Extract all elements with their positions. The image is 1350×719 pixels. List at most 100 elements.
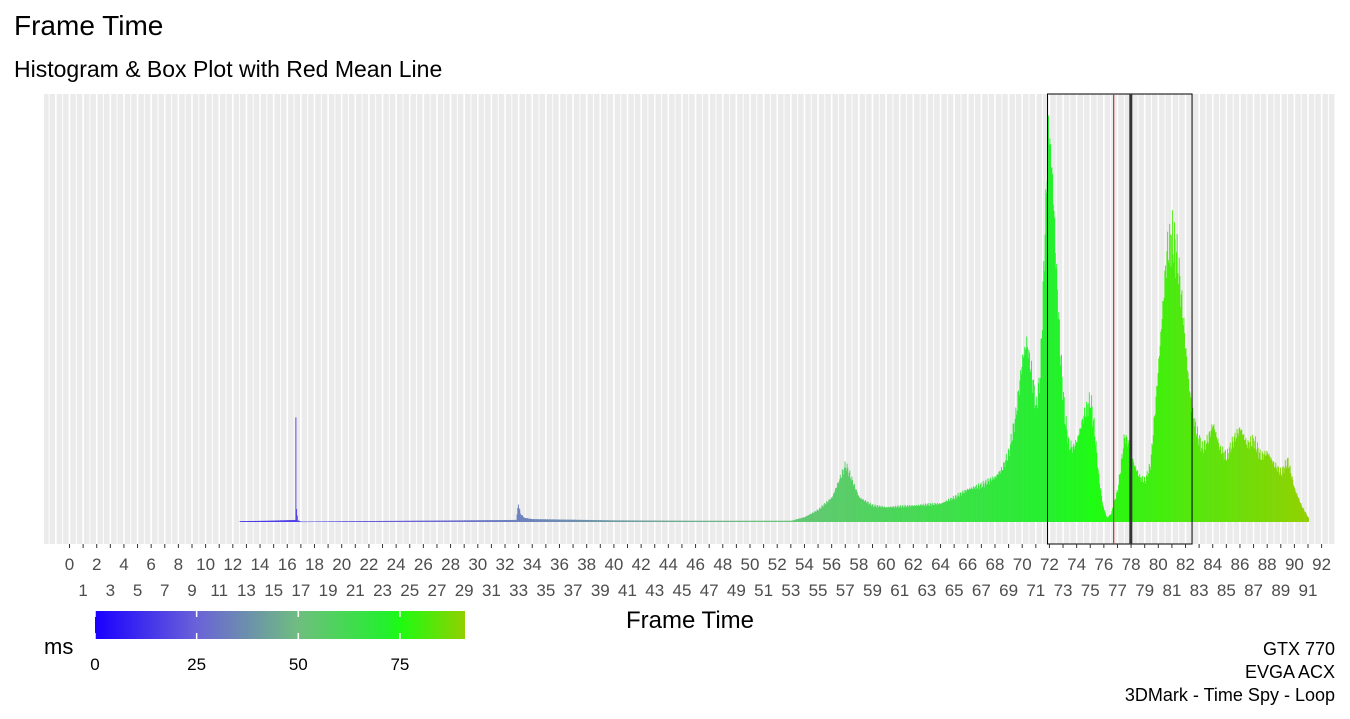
histogram-bar bbox=[845, 470, 847, 522]
histogram-bar bbox=[590, 519, 592, 522]
histogram-bar bbox=[504, 520, 506, 522]
histogram-bar bbox=[260, 520, 261, 522]
histogram-bar bbox=[1208, 432, 1210, 522]
histogram-bar bbox=[730, 520, 732, 522]
histogram-bar bbox=[1240, 429, 1242, 522]
histogram-bar bbox=[953, 498, 955, 522]
histogram-bar bbox=[1084, 407, 1086, 522]
histogram-bar bbox=[592, 519, 594, 522]
histogram-bar bbox=[1193, 418, 1194, 522]
histogram-bar bbox=[1040, 339, 1042, 522]
histogram-bar bbox=[328, 521, 330, 522]
histogram-bar bbox=[1246, 444, 1248, 522]
histogram-bar bbox=[1125, 435, 1127, 522]
histogram-bar bbox=[1148, 464, 1150, 522]
histogram-bar bbox=[1020, 370, 1022, 522]
histogram-bar bbox=[706, 520, 708, 522]
histogram-bar bbox=[692, 520, 694, 522]
x-axis-ticks: 0 2 4 6 8 10 12 14 16 18 20 22 24 26 28 30 32 34 36 38 40 42 4… bbox=[65, 544, 1331, 600]
histogram-bar bbox=[992, 476, 994, 522]
x-tick-label: 30 bbox=[468, 555, 487, 574]
histogram-bar bbox=[997, 475, 999, 522]
histogram-bar bbox=[1109, 514, 1111, 522]
histogram-bar bbox=[265, 520, 267, 522]
histogram-bar bbox=[354, 521, 356, 522]
histogram-bar bbox=[1153, 417, 1155, 522]
histogram-bar bbox=[429, 520, 431, 522]
histogram-bar bbox=[841, 469, 843, 522]
x-tick-label: 64 bbox=[931, 555, 950, 574]
histogram-bar bbox=[909, 504, 911, 522]
x-tick-label: 70 bbox=[1013, 555, 1032, 574]
histogram-bar bbox=[544, 519, 546, 522]
histogram-bar bbox=[876, 505, 878, 522]
histogram-bar bbox=[655, 520, 657, 522]
histogram-bar bbox=[746, 520, 748, 522]
histogram-bar bbox=[483, 520, 485, 522]
histogram-bar bbox=[592, 520, 594, 522]
histogram-bar bbox=[809, 513, 811, 522]
histogram-bar bbox=[1186, 356, 1188, 522]
histogram-bar bbox=[902, 505, 904, 522]
histogram-bar bbox=[888, 506, 890, 522]
histogram-bar bbox=[1101, 495, 1103, 522]
histogram-bar bbox=[243, 521, 244, 522]
x-tick-label: 5 bbox=[133, 581, 142, 600]
histogram-bar bbox=[984, 487, 986, 522]
histogram-bar bbox=[399, 520, 401, 522]
histogram-bar bbox=[1170, 266, 1172, 522]
histogram-bar bbox=[1054, 217, 1056, 522]
x-tick-label: 40 bbox=[604, 555, 623, 574]
histogram-bar bbox=[589, 520, 591, 522]
histogram-bar bbox=[933, 505, 935, 522]
histogram-bar bbox=[462, 520, 464, 522]
histogram-bar bbox=[413, 520, 415, 522]
histogram-bar bbox=[381, 520, 383, 522]
histogram-bar bbox=[793, 519, 795, 522]
histogram-bar bbox=[944, 502, 946, 522]
histogram-bar bbox=[838, 483, 840, 522]
histogram-bar bbox=[860, 498, 862, 522]
histogram-bar bbox=[652, 520, 653, 522]
histogram-bar bbox=[1304, 512, 1306, 522]
histogram-bar bbox=[575, 519, 577, 522]
histogram-bar bbox=[1238, 428, 1240, 522]
histogram-bar bbox=[472, 520, 474, 522]
histogram-bar bbox=[1199, 435, 1201, 522]
histogram-bar bbox=[382, 521, 384, 522]
histogram-bar bbox=[766, 520, 768, 522]
histogram-bar bbox=[427, 520, 429, 522]
caption-line-2: EVGA ACX bbox=[1244, 662, 1335, 682]
histogram-bar bbox=[843, 474, 845, 522]
x-tick-label: 67 bbox=[972, 581, 991, 600]
histogram-bar bbox=[1028, 349, 1030, 522]
histogram-bar bbox=[1276, 471, 1278, 522]
histogram-bar bbox=[705, 520, 707, 522]
x-tick-label: 13 bbox=[237, 581, 256, 600]
histogram-bar bbox=[836, 487, 838, 522]
histogram-bar bbox=[1037, 383, 1039, 522]
histogram-bar bbox=[747, 520, 749, 522]
histogram-bar bbox=[1009, 444, 1011, 522]
histogram-bar bbox=[1043, 261, 1045, 522]
histogram-bar bbox=[724, 520, 726, 522]
x-tick-label: 81 bbox=[1162, 581, 1181, 600]
histogram-bar bbox=[390, 520, 391, 522]
histogram-bar bbox=[1220, 445, 1222, 522]
histogram-bar bbox=[1224, 450, 1226, 522]
histogram-bar bbox=[402, 520, 404, 522]
histogram-bar bbox=[950, 498, 951, 522]
x-tick-label: 85 bbox=[1217, 581, 1236, 600]
histogram-bar bbox=[593, 520, 595, 522]
histogram-bar bbox=[1078, 434, 1080, 522]
histogram-bar bbox=[506, 520, 508, 522]
histogram-bar bbox=[573, 519, 575, 522]
histogram-bar bbox=[349, 521, 351, 522]
histogram-bar bbox=[246, 521, 248, 522]
histogram-bar bbox=[488, 520, 490, 522]
histogram-bar bbox=[1044, 234, 1046, 522]
histogram-bar bbox=[524, 517, 525, 522]
histogram-bar bbox=[551, 519, 553, 522]
histogram-bar bbox=[663, 520, 665, 522]
histogram-bar bbox=[1210, 436, 1211, 522]
